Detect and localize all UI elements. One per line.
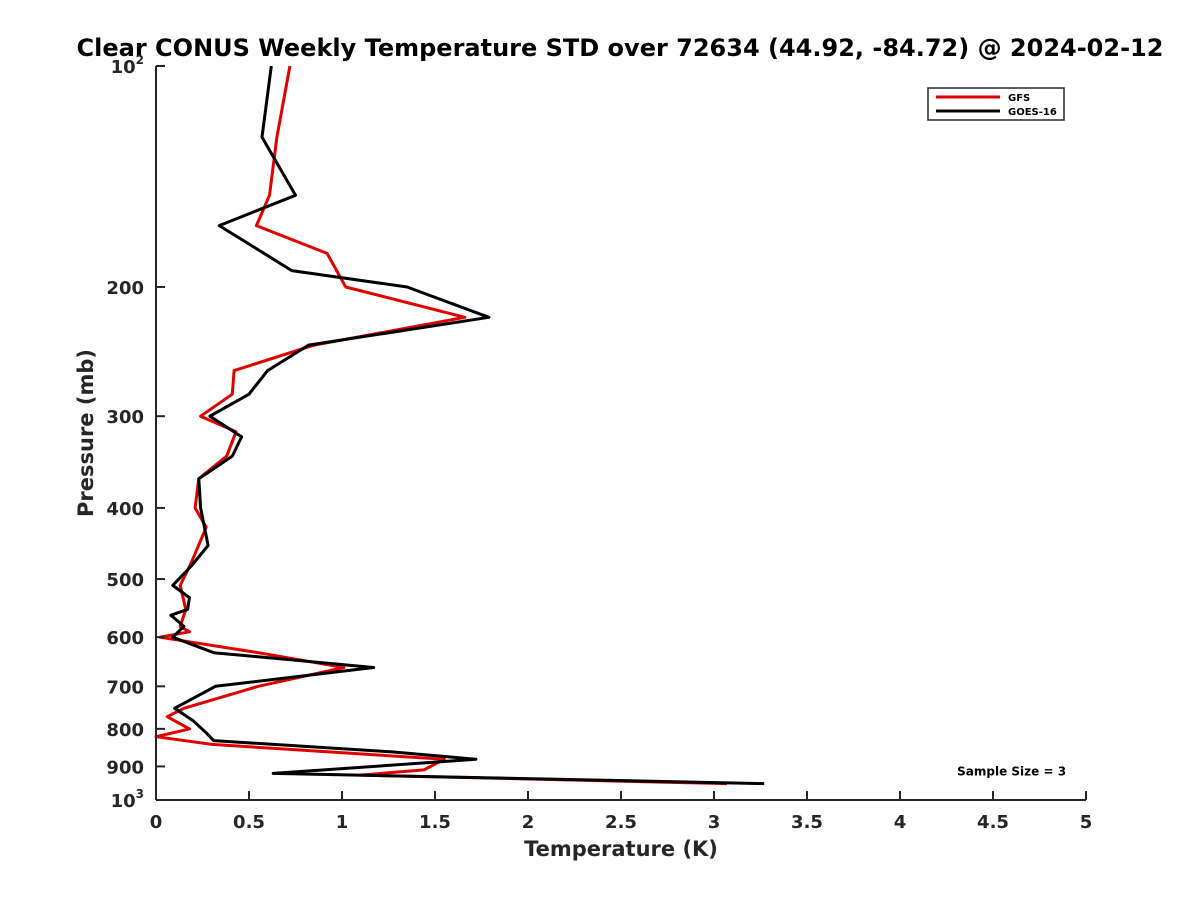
y-tick-label: 400 xyxy=(106,499,144,520)
y-tick-label: 103 xyxy=(111,787,144,812)
x-tick-label: 4.5 xyxy=(977,812,1009,833)
chart-title: Clear CONUS Weekly Temperature STD over … xyxy=(77,34,1164,62)
legend: GFS GOES-16 xyxy=(927,87,1065,121)
y-tick-label: 200 xyxy=(106,278,144,299)
x-tick-label: 3 xyxy=(708,812,721,833)
legend-box xyxy=(927,87,1065,121)
axis-ticks: 0 0.5 1 1.5 2 2.5 3 3.5 4 4.5 5 102 200 300 400 500 600 7… xyxy=(106,53,1092,833)
x-tick-label: 2.5 xyxy=(605,812,637,833)
y-tick-label: 300 xyxy=(106,407,144,428)
legend-label: GFS xyxy=(1008,93,1030,104)
x-tick-label: 3.5 xyxy=(791,812,823,833)
y-tick-label: 700 xyxy=(106,677,144,698)
y-tick-label: 500 xyxy=(106,570,144,591)
x-tick-label: 1 xyxy=(336,812,349,833)
series-line-goes-16 xyxy=(169,65,765,786)
x-tick-label: 0.5 xyxy=(233,812,265,833)
series-line-gfs xyxy=(154,65,728,786)
sample-size-annotation: Sample Size = 3 xyxy=(957,764,1066,778)
y-tick-label: 102 xyxy=(111,53,144,78)
y-tick-label: 600 xyxy=(106,628,144,649)
x-axis-label: Temperature (K) xyxy=(524,837,718,861)
legend-label: GOES-16 xyxy=(1008,107,1057,118)
x-tick-label: 4 xyxy=(894,812,907,833)
x-tick-label: 2 xyxy=(522,812,535,833)
y-tick-label: 900 xyxy=(106,757,144,778)
y-tick-label: 800 xyxy=(106,720,144,741)
x-tick-label: 0 xyxy=(150,812,163,833)
x-tick-label: 1.5 xyxy=(419,812,451,833)
plot-series xyxy=(154,65,765,786)
x-tick-label: 5 xyxy=(1080,812,1093,833)
y-axis-label: Pressure (mb) xyxy=(74,349,98,517)
